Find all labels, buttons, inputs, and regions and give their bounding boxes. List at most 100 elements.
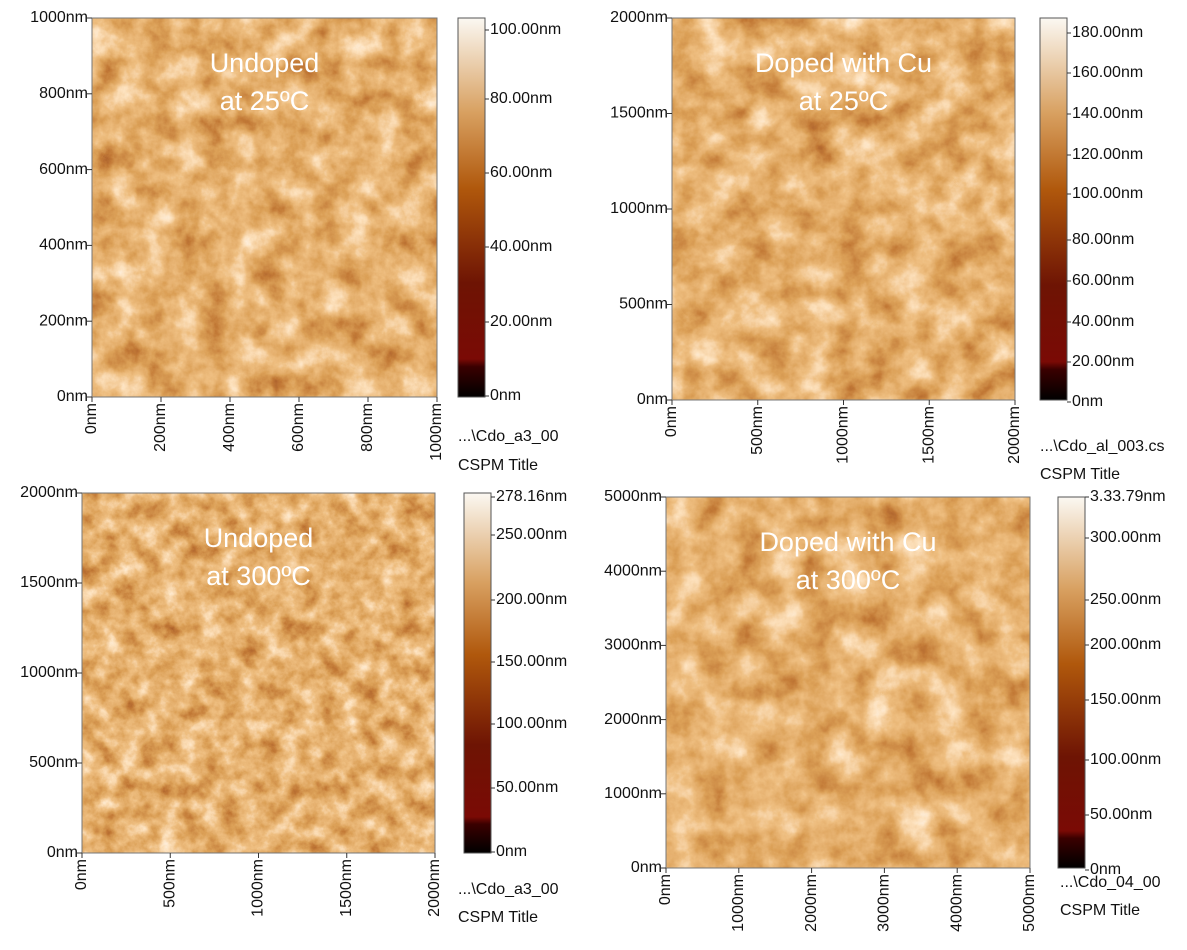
y-tick-label: 0nm bbox=[57, 388, 88, 405]
y-tick-label: 5000nm bbox=[604, 488, 662, 505]
afm-panel: Undoped at 25ºC 0nm 200nm 400nm 600nm 800nm 100… bbox=[30, 9, 561, 474]
y-tick-label: 800nm bbox=[39, 85, 88, 102]
x-tick-label: 1000nm bbox=[730, 874, 747, 932]
y-tick-label: 1500nm bbox=[20, 574, 78, 591]
caption: CSPM Title bbox=[458, 457, 538, 474]
colorbar-label: 150.00nm bbox=[496, 653, 567, 670]
colorbar bbox=[1039, 17, 1068, 401]
colorbar-label: 20.00nm bbox=[1072, 353, 1134, 370]
x-tick-label: 1000nm bbox=[250, 859, 267, 917]
x-tick-label: 500nm bbox=[161, 859, 178, 908]
colorbar-label: 20.00nm bbox=[490, 313, 552, 330]
panel-title: Doped with Cu bbox=[759, 527, 936, 557]
colorbar-label: 250.00nm bbox=[496, 526, 567, 543]
afm-panel: Doped with Cu at 300ºC 0nm 1000nm 2000nm 3000… bbox=[604, 488, 1165, 932]
x-tick-label: 500nm bbox=[749, 406, 766, 455]
y-tick-label: 0nm bbox=[637, 391, 668, 408]
x-tick-label: 1000nm bbox=[428, 403, 445, 461]
colorbar-label: 140.00nm bbox=[1072, 105, 1143, 122]
colorbar-label: 200.00nm bbox=[1090, 636, 1161, 653]
colorbar bbox=[457, 17, 486, 398]
x-tick-label: 2000nm bbox=[426, 859, 443, 917]
colorbar-label: 160.00nm bbox=[1072, 64, 1143, 81]
y-tick-label: 600nm bbox=[39, 161, 88, 178]
x-tick-label: 400nm bbox=[221, 403, 238, 452]
y-tick-label: 1000nm bbox=[604, 785, 662, 802]
colorbar-label: 40.00nm bbox=[1072, 313, 1134, 330]
colorbar-label: 100.00nm bbox=[1090, 751, 1161, 768]
y-tick-label: 200nm bbox=[39, 312, 88, 329]
colorbar-label: 50.00nm bbox=[496, 779, 558, 796]
y-tick-label: 0nm bbox=[47, 844, 78, 861]
colorbar bbox=[1057, 496, 1086, 869]
x-tick-label: 2000nm bbox=[803, 874, 820, 932]
file-name: ...\Cdo_a3_00 bbox=[458, 881, 559, 898]
colorbar-label: 40.00nm bbox=[490, 238, 552, 255]
colorbar-label: 300.00nm bbox=[1090, 529, 1161, 546]
x-tick-label: 800nm bbox=[359, 403, 376, 452]
afm-image bbox=[82, 493, 435, 853]
afm-image bbox=[672, 18, 1015, 400]
x-tick-label: 1500nm bbox=[920, 406, 937, 464]
panel-title: Undoped bbox=[210, 48, 320, 78]
y-tick-label: 3000nm bbox=[604, 637, 662, 654]
y-tick-label: 1000nm bbox=[20, 664, 78, 681]
colorbar-label: 150.00nm bbox=[1090, 691, 1161, 708]
panel-title: at 300ºC bbox=[206, 561, 310, 591]
colorbar-label: 60.00nm bbox=[490, 164, 552, 181]
y-tick-label: 500nm bbox=[619, 296, 668, 313]
panel-title: at 300ºC bbox=[796, 565, 900, 595]
y-tick-label: 2000nm bbox=[20, 484, 78, 501]
colorbar-label: 60.00nm bbox=[1072, 272, 1134, 289]
colorbar-label: 80.00nm bbox=[1072, 231, 1134, 248]
colorbar-label: 250.00nm bbox=[1090, 591, 1161, 608]
x-tick-label: 0nm bbox=[657, 874, 674, 905]
y-tick-label: 4000nm bbox=[604, 562, 662, 579]
caption: CSPM Title bbox=[1060, 902, 1140, 919]
afm-image bbox=[92, 18, 437, 397]
y-tick-label: 2000nm bbox=[604, 711, 662, 728]
colorbar-label: 100.00nm bbox=[496, 715, 567, 732]
caption: CSPM Title bbox=[458, 909, 538, 926]
colorbar-label: 120.00nm bbox=[1072, 146, 1143, 163]
file-name: ...\Cdo_04_00 bbox=[1060, 874, 1161, 891]
x-tick-label: 2000nm bbox=[1006, 406, 1023, 464]
x-tick-label: 1500nm bbox=[338, 859, 355, 917]
afm-image bbox=[666, 497, 1030, 868]
panel-title: at 25ºC bbox=[799, 86, 888, 116]
afm-panel: Undoped at 300ºC 0nm 500nm 1000nm 1500nm 2000n… bbox=[20, 484, 567, 926]
panel-title: Undoped bbox=[204, 523, 314, 553]
x-tick-label: 1000nm bbox=[835, 406, 852, 464]
x-tick-label: 0nm bbox=[83, 403, 100, 434]
colorbar-label: 0nm bbox=[1090, 861, 1121, 878]
file-name: ...\Cdo_a3_00 bbox=[458, 428, 559, 445]
y-tick-label: 1500nm bbox=[610, 105, 668, 122]
colorbar-label: 0nm bbox=[1072, 393, 1103, 410]
colorbar-label: 0nm bbox=[496, 843, 527, 860]
x-tick-label: 0nm bbox=[663, 406, 680, 437]
x-tick-label: 3000nm bbox=[876, 874, 893, 932]
image-frame bbox=[665, 496, 1031, 869]
colorbar-label: 50.00nm bbox=[1090, 806, 1152, 823]
file-name: ...\Cdo_al_003.cs bbox=[1040, 438, 1165, 455]
colorbar-label: 3.33.79nm bbox=[1090, 488, 1166, 505]
colorbar-label: 0nm bbox=[490, 387, 521, 404]
y-tick-label: 0nm bbox=[631, 859, 662, 876]
y-tick-label: 1000nm bbox=[610, 200, 668, 217]
y-tick-label: 400nm bbox=[39, 237, 88, 254]
y-tick-label: 500nm bbox=[29, 754, 78, 771]
colorbar bbox=[463, 492, 492, 854]
y-tick-label: 1000nm bbox=[30, 9, 88, 26]
image-frame bbox=[91, 17, 438, 398]
x-tick-label: 4000nm bbox=[948, 874, 965, 932]
panel-title: Doped with Cu bbox=[755, 48, 932, 78]
afm-panel: Doped with Cu at 25ºC 0nm 500nm 1000nm 1500nm… bbox=[610, 9, 1164, 483]
caption: CSPM Title bbox=[1040, 466, 1120, 483]
panel-title: at 25ºC bbox=[220, 86, 309, 116]
x-tick-label: 200nm bbox=[152, 403, 169, 452]
colorbar-label: 100.00nm bbox=[490, 21, 561, 38]
colorbar-label: 100.00nm bbox=[1072, 185, 1143, 202]
colorbar-label: 200.00nm bbox=[496, 591, 567, 608]
x-tick-label: 0nm bbox=[73, 859, 90, 890]
